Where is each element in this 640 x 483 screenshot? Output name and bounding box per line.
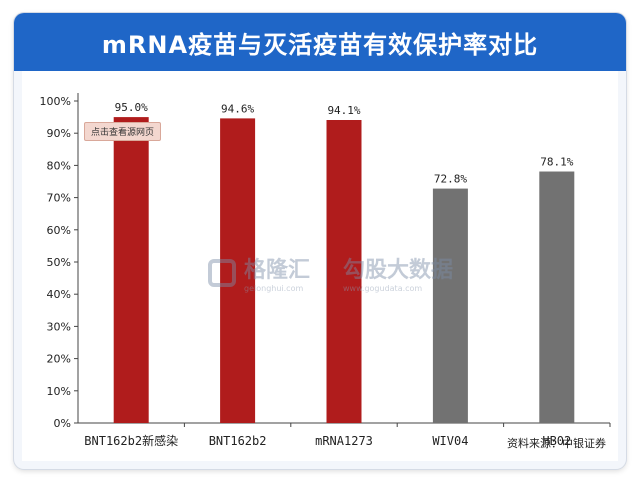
view-source-badge[interactable]: 点击查看源网页: [84, 122, 162, 141]
source-note: 资料来源：中银证券: [507, 437, 606, 450]
y-tick-label: 20%: [47, 353, 71, 366]
bar: [220, 118, 256, 423]
bar: [539, 171, 575, 423]
y-tick-label: 40%: [47, 288, 71, 301]
watermark: 格隆汇 gelonghui.com 勾股大数据 www.gogudata.com: [208, 252, 453, 293]
bar: [326, 119, 362, 424]
x-tick-label: BNT162b2: [209, 434, 267, 448]
bar: [113, 117, 149, 423]
y-tick-label: 50%: [47, 256, 71, 269]
watermark-brand2: 勾股大数据 www.gogudata.com: [343, 252, 453, 293]
watermark-brand1-text: 格隆汇: [244, 258, 311, 283]
watermark-brand1: 格隆汇 gelonghui.com: [244, 252, 310, 293]
chart-title: mRNA疫苗与灭活疫苗有效保护率对比: [14, 13, 626, 71]
watermark-brand2-sub: www.gogudata.com: [343, 284, 423, 293]
data-label: 72.8%: [434, 173, 467, 186]
data-label: 78.1%: [540, 156, 573, 169]
watermark-brand1-sub: gelonghui.com: [244, 284, 304, 293]
y-tick-label: 60%: [47, 224, 71, 237]
data-label: 94.1%: [327, 104, 360, 117]
x-tick-label: HB02: [542, 434, 571, 448]
y-tick-label: 90%: [47, 127, 71, 140]
y-tick-label: 80%: [47, 159, 71, 172]
chart-frame: mRNA疫苗与灭活疫苗有效保护率对比 0% 10% 20% 30% 40% 50% 60% 7…: [14, 13, 626, 469]
data-label: 95.0%: [115, 101, 148, 114]
x-tick-label: WIV04: [432, 434, 468, 448]
watermark-logo-icon: [208, 258, 236, 287]
data-label: 94.6%: [221, 102, 254, 115]
y-tick-label: 10%: [47, 385, 71, 398]
plot-panel: 0% 10% 20% 30% 40% 50% 60% 70% 80% 90% 100% 95.0% BN…: [22, 71, 618, 461]
watermark-brand2-text: 勾股大数据: [343, 258, 454, 283]
y-tick-label: 70%: [47, 192, 71, 205]
x-tick-label: mRNA1273: [315, 434, 373, 448]
y-tick-label: 30%: [47, 320, 71, 333]
bar: [432, 188, 468, 423]
y-tick-label: 100%: [40, 95, 71, 108]
watermark-separator: [326, 257, 328, 288]
y-tick-label: 0%: [54, 417, 71, 430]
x-tick-label: BNT162b2新感染: [84, 433, 178, 448]
bar-chart: 0% 10% 20% 30% 40% 50% 60% 70% 80% 90% 100% 95.0% BN…: [40, 93, 611, 448]
